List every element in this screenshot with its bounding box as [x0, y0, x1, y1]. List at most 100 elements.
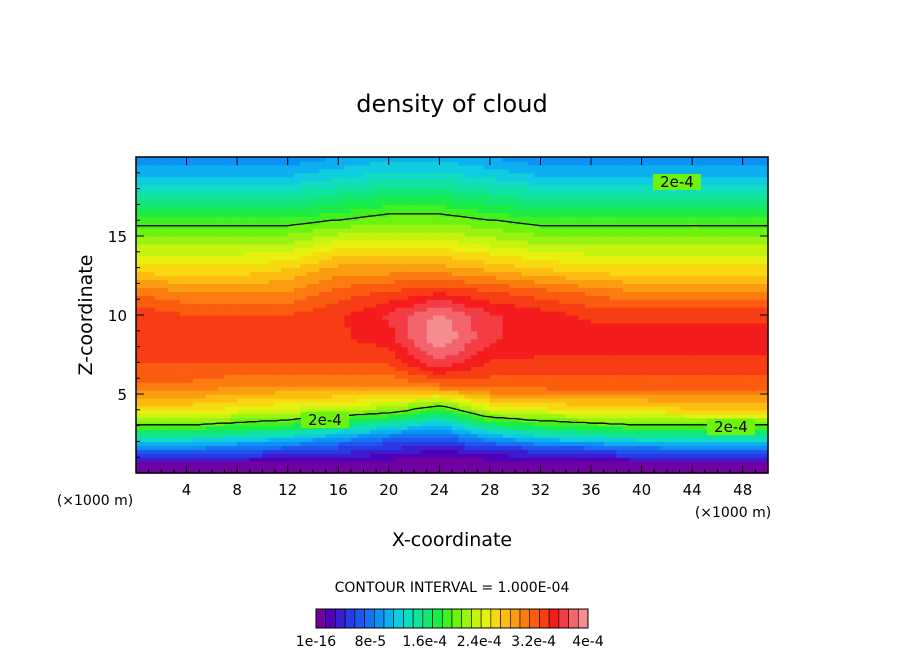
heatmap-cell	[306, 374, 314, 379]
heatmap-cell	[249, 386, 257, 391]
heatmap-cell	[243, 303, 251, 308]
heatmap-cell	[331, 445, 339, 450]
heatmap-cell	[363, 433, 371, 439]
heatmap-cell	[192, 401, 200, 407]
heatmap-cell	[268, 176, 276, 182]
heatmap-cell	[515, 354, 523, 360]
heatmap-cell	[167, 263, 175, 269]
heatmap-cell	[186, 315, 194, 320]
heatmap-cell	[186, 330, 194, 336]
heatmap-cell	[180, 315, 188, 320]
heatmap-cell	[312, 208, 320, 213]
heatmap-cell	[281, 429, 289, 435]
heatmap-cell	[268, 275, 276, 281]
heatmap-cell	[294, 176, 301, 182]
heatmap-cell	[527, 453, 535, 458]
heatmap-cell	[294, 338, 301, 344]
heatmap-cell	[287, 390, 295, 395]
heatmap-cell	[230, 160, 238, 166]
heatmap-cell	[426, 212, 434, 217]
heatmap-cell	[167, 342, 175, 348]
heatmap-cell	[458, 338, 466, 344]
heatmap-cell	[470, 271, 478, 277]
heatmap-cell	[477, 366, 485, 371]
heatmap-cell	[218, 271, 226, 277]
heatmap-cell	[445, 334, 453, 340]
heatmap-cell	[218, 382, 226, 387]
heatmap-cell	[331, 192, 339, 198]
heatmap-cell	[420, 232, 428, 237]
heatmap-cell	[470, 354, 478, 360]
heatmap-cell	[357, 303, 365, 308]
heatmap-cell	[496, 421, 504, 427]
heatmap-cell	[344, 338, 352, 344]
heatmap-cell	[395, 366, 403, 371]
heatmap-cell	[243, 322, 251, 328]
heatmap-cell	[331, 228, 339, 233]
heatmap-cell	[319, 275, 327, 281]
heatmap-cell	[515, 390, 523, 395]
heatmap-cell	[249, 334, 257, 340]
heatmap-cell	[281, 164, 289, 170]
heatmap-cell	[401, 267, 409, 273]
heatmap-cell	[433, 303, 440, 308]
heatmap-cell	[502, 255, 510, 261]
heatmap-cell	[230, 291, 238, 296]
heatmap-cell	[407, 192, 415, 198]
heatmap-cell	[470, 338, 478, 344]
heatmap-cell	[262, 437, 270, 442]
heatmap-cell	[363, 421, 371, 427]
heatmap-cell	[414, 176, 421, 182]
heatmap-cell	[237, 271, 245, 277]
heatmap-cell	[306, 184, 314, 190]
heatmap-cell	[331, 433, 339, 439]
heatmap-cell	[344, 346, 352, 352]
heatmap-cell	[426, 287, 434, 292]
heatmap-cell	[218, 180, 226, 186]
heatmap-cell	[445, 239, 453, 245]
heatmap-cell	[325, 445, 333, 450]
heatmap-cell	[136, 318, 143, 324]
heatmap-cell	[199, 362, 207, 367]
heatmap-cell	[344, 318, 352, 324]
heatmap-cell	[205, 397, 213, 403]
heatmap-cell	[294, 342, 301, 348]
heatmap-cell	[218, 315, 226, 320]
heatmap-cell	[452, 275, 459, 281]
heatmap-cell	[256, 295, 263, 300]
heatmap-cell	[173, 461, 181, 466]
heatmap-cell	[199, 334, 207, 340]
heatmap-cell	[205, 346, 213, 352]
heatmap-cell	[294, 413, 301, 419]
heatmap-cell	[464, 417, 472, 423]
heatmap-cell	[281, 160, 289, 166]
heatmap-cell	[180, 342, 188, 348]
heatmap-cell	[363, 251, 371, 257]
heatmap-cell	[388, 394, 396, 399]
heatmap-cell	[414, 232, 421, 237]
heatmap-cell	[268, 311, 276, 316]
heatmap-cell	[136, 168, 143, 174]
heatmap-cell	[237, 457, 245, 462]
heatmap-cell	[338, 330, 346, 336]
heatmap-cell	[148, 354, 156, 360]
heatmap-cell	[230, 216, 238, 221]
heatmap-cell	[452, 291, 459, 296]
heatmap-cell	[458, 267, 466, 273]
heatmap-cell	[433, 401, 440, 407]
heatmap-cell	[388, 338, 396, 344]
heatmap-cell	[180, 287, 188, 292]
heatmap-cell	[161, 469, 169, 474]
heatmap-cell	[180, 441, 188, 446]
heatmap-cell	[312, 338, 320, 344]
heatmap-cell	[243, 192, 251, 198]
heatmap-cell	[262, 311, 270, 316]
heatmap-cell	[496, 243, 504, 249]
heatmap-cell	[268, 374, 276, 379]
heatmap-cell	[439, 283, 447, 288]
heatmap-cell	[388, 232, 396, 237]
heatmap-cell	[173, 390, 181, 395]
heatmap-cell	[458, 164, 466, 170]
heatmap-cell	[502, 421, 510, 427]
heatmap-cell	[186, 196, 194, 202]
